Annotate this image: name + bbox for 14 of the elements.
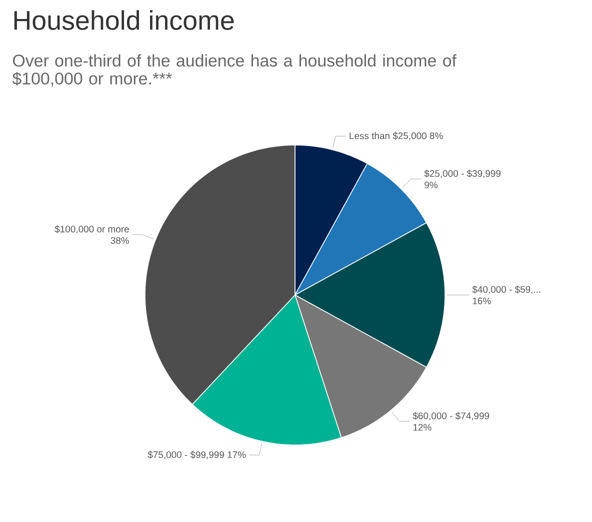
data-label: 17%	[228, 451, 246, 458]
data-label: 16%	[472, 298, 491, 304]
chart-subtitle: Over one-third of the audience has a household income of $100,000 or more.***	[12, 54, 457, 87]
slice-label: $40,000 - $59,...	[472, 286, 540, 294]
data-label: 8%	[430, 132, 443, 140]
slice-label: Less than $25,000	[350, 132, 426, 140]
slice-label: $75,000 - $99,999	[148, 450, 224, 460]
slice-label: $25,000 - $39,999	[424, 170, 501, 178]
data-label: 38%	[110, 237, 129, 244]
chart-title: Household income	[14, 10, 234, 30]
data-label: 12%	[413, 424, 432, 431]
slice-label: $60,000 - $74,999	[412, 412, 490, 420]
slice-label: $100,000 or more	[54, 225, 129, 234]
data-label: 9%	[424, 182, 438, 188]
